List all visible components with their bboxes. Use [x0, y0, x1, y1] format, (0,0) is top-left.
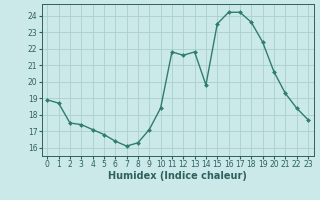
X-axis label: Humidex (Indice chaleur): Humidex (Indice chaleur) — [108, 171, 247, 181]
